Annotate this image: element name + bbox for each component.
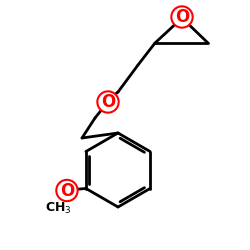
- Text: O: O: [175, 8, 189, 26]
- Text: CH$_3$: CH$_3$: [45, 201, 71, 216]
- Text: O: O: [60, 182, 74, 200]
- Text: O: O: [101, 93, 115, 111]
